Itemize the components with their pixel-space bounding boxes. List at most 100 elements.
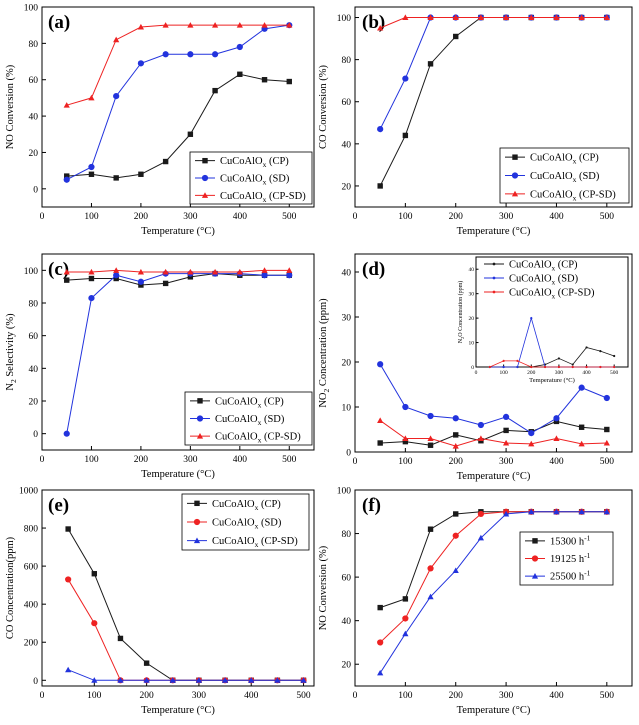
legend-sup: -1 (584, 533, 590, 542)
x-tick-label: 200 (134, 455, 149, 465)
data-point (113, 267, 120, 273)
y-axis-label-main: N (5, 383, 16, 391)
inset-y-tick-label: 40 (469, 267, 475, 273)
legend-entry: CuCoAlOx (CP) (212, 499, 281, 512)
series-line-2 (66, 273, 290, 434)
data-point (286, 272, 293, 279)
legend-tail: (SD) (555, 274, 579, 285)
legend-marker (532, 538, 538, 544)
y-tick-label: 40 (342, 269, 352, 279)
legend-entry: CuCoAlOx (CP-SD) (212, 536, 298, 549)
legend-marker (193, 518, 201, 526)
data-point (402, 596, 409, 602)
panel-f: 0 100 200 300 400 500 20 40 60 80 100 Temperature (… (318, 487, 633, 716)
series-line-2 (379, 17, 607, 130)
data-point (578, 384, 585, 391)
data-point (603, 14, 610, 21)
data-point (88, 163, 95, 171)
x-tick-label: 400 (233, 455, 248, 465)
data-point (452, 14, 459, 21)
data-point (261, 267, 268, 273)
legend-marker (201, 174, 209, 182)
legend-name: CuCoAlO (215, 396, 258, 407)
legend-sub: x (552, 293, 556, 301)
data-point (63, 102, 70, 108)
data-point (137, 268, 145, 275)
legend-sub: x (552, 265, 556, 273)
data-point (502, 413, 510, 420)
legend-name: CuCoAlO (530, 171, 573, 182)
inset-series-line-2 (489, 316, 615, 368)
data-point (143, 660, 150, 666)
inset-data-point (613, 354, 616, 358)
legend-marker (197, 398, 203, 404)
data-point (502, 439, 510, 446)
legend-name: CuCoAlO (530, 153, 573, 164)
legend-marker (202, 157, 208, 164)
legend-marker (196, 415, 204, 422)
x-tick-label: 100 (87, 691, 102, 701)
data-point (195, 677, 203, 683)
data-point (286, 267, 293, 273)
data-point (427, 565, 434, 572)
legend-marker (492, 290, 496, 294)
data-point (113, 175, 119, 181)
legend-entry: CuCoAlOx (CP-SD) (220, 191, 306, 204)
data-point (63, 430, 70, 437)
legend-marker (193, 537, 201, 544)
data-point (162, 51, 169, 58)
data-point (503, 427, 509, 434)
plot-frame (41, 489, 315, 687)
legend-entry: CuCoAlOx (SD) (509, 274, 579, 287)
data-point (261, 22, 268, 28)
data-point (88, 171, 95, 177)
legend-tail: (SD) (576, 171, 600, 182)
data-point (402, 438, 409, 445)
x-tick-label: 0 (40, 691, 45, 701)
data-point (427, 435, 434, 441)
data-point (63, 268, 70, 275)
x-tick-label: 100 (398, 457, 413, 467)
panel-label: (a) (48, 12, 70, 33)
y-tick-label: 0 (346, 449, 351, 459)
legend-tail: (CP-SD) (258, 536, 298, 547)
data-point (528, 430, 535, 437)
y-axis-label: NO Conversion (%) (5, 64, 16, 149)
inset-data-point (530, 317, 533, 320)
data-point (113, 92, 120, 100)
y-axis-label-sub: 2 (322, 388, 331, 392)
legend-tail: (SD) (266, 174, 290, 185)
legend-sub: x (263, 160, 267, 169)
panel-a: 0 100 200 300 400 500 0 20 40 60 80 100 Temperature … (5, 4, 315, 237)
data-point (377, 604, 383, 611)
data-point (477, 510, 485, 518)
legend-entry: CuCoAlOx (SD) (212, 518, 282, 531)
y-axis-label-main: NO (318, 392, 329, 408)
legend-sup: -1 (584, 569, 590, 578)
inset-data-point (516, 359, 519, 362)
data-point (286, 22, 293, 28)
inset-data-point (557, 365, 561, 369)
legend-tail: (SD) (258, 518, 282, 529)
y-tick-label: 40 (342, 617, 352, 627)
data-point (91, 620, 98, 627)
legend-name: CuCoAlO (220, 191, 263, 202)
panel-e: 0 100 200 300 400 500 0 200 400 600 800 1000 Tempera… (5, 487, 315, 716)
data-point (452, 415, 459, 422)
legend-tail: (CP-SD) (555, 288, 595, 299)
data-point (117, 677, 124, 683)
legend-sub: x (258, 400, 262, 409)
x-axis-label: Temperature (°C) (457, 705, 531, 716)
legend-name: CuCoAlO (212, 536, 255, 547)
inset-x-tick-label: 100 (500, 370, 509, 376)
inset-x-tick-label: 400 (582, 370, 591, 376)
x-tick-label: 500 (600, 691, 615, 701)
data-point (187, 131, 194, 137)
y-tick-label: 400 (24, 601, 39, 611)
data-point (402, 75, 409, 82)
y-axis-label-tail: Selectivity (%) (5, 313, 16, 379)
legend-tail: (CP) (258, 499, 281, 510)
legend-entry: 19125 h-1 (550, 551, 591, 565)
data-point (578, 508, 585, 515)
panel-label: (f) (362, 495, 381, 516)
